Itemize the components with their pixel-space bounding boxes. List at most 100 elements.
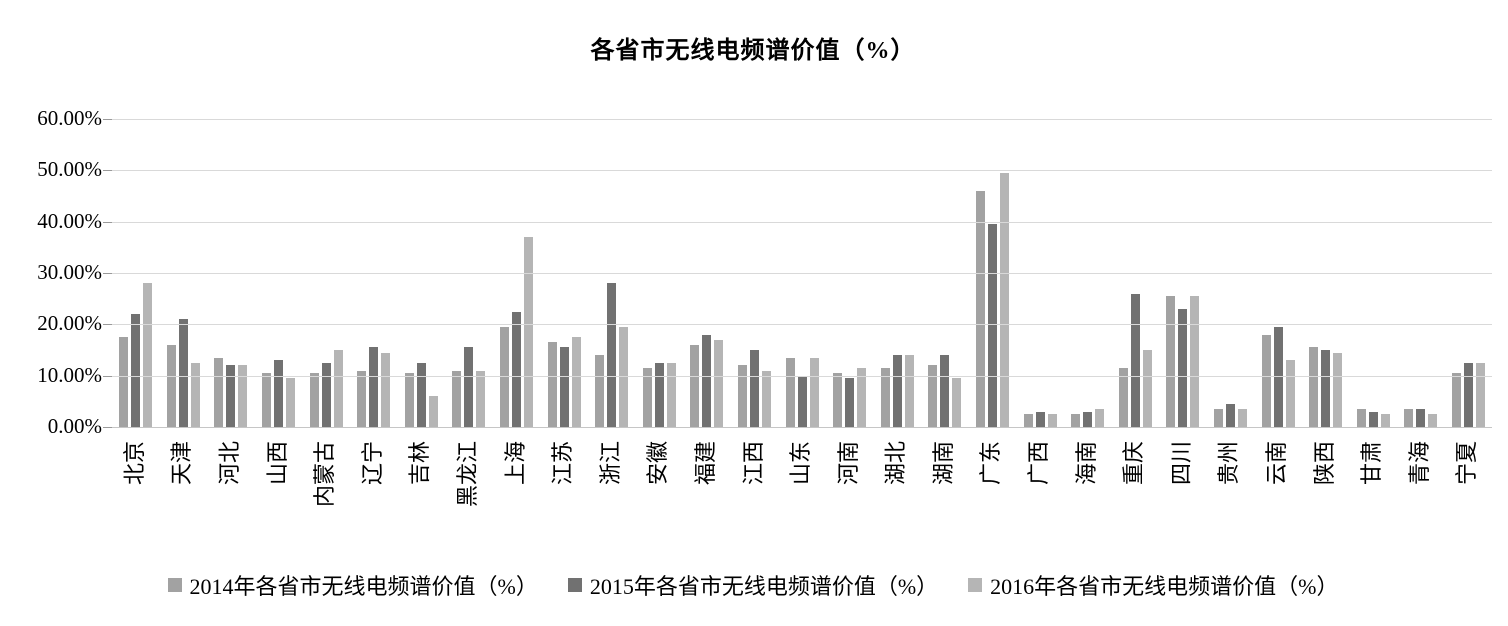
y-axis-tick-label: 10.00%: [37, 362, 102, 387]
x-axis-line: [112, 427, 1492, 428]
bar-group: [1445, 119, 1493, 427]
x-axis-category-label: 北京: [121, 441, 147, 486]
x-axis-category-label: 黑龙江: [454, 441, 480, 508]
x-axis-category-cell: 浙江: [588, 437, 636, 539]
legend-label-2016: 2016年各省市无线电频谱价值（%）: [990, 574, 1339, 599]
x-axis-category-label: 湖北: [883, 441, 909, 486]
bar: [274, 360, 284, 427]
bar: [1261, 334, 1271, 427]
bar: [1166, 296, 1176, 427]
bar-group: [207, 119, 255, 427]
gridline: [112, 170, 1492, 172]
x-axis-category-cell: 海南: [1064, 437, 1112, 539]
legend-swatch-2016: [968, 578, 983, 592]
bar: [143, 283, 153, 427]
y-axis-tick: [103, 221, 112, 223]
x-axis-category-label: 河南: [835, 441, 861, 486]
bar: [1416, 409, 1426, 427]
bar-group: [112, 119, 160, 427]
bar: [226, 365, 236, 427]
y-axis-tick-label: 30.00%: [37, 260, 102, 284]
legend-label-2015: 2015年各省市无线电频谱价值（%）: [589, 574, 939, 599]
bar: [1356, 409, 1366, 427]
bar: [654, 362, 664, 427]
x-axis-category-cell: 内蒙古: [302, 437, 350, 539]
bar-group: [302, 119, 350, 427]
bar: [381, 352, 391, 427]
bar-group: [921, 119, 969, 427]
gridline: [112, 221, 1492, 223]
x-axis-category-label: 甘肃: [1359, 441, 1385, 486]
plot-area: [103, 119, 1492, 428]
bar: [309, 373, 319, 427]
y-axis-tick-label: 0.00%: [47, 414, 102, 438]
bar-group: [826, 119, 874, 427]
x-axis-category-label: 宁夏: [1454, 441, 1480, 486]
bar-groups: [112, 119, 1492, 427]
x-axis-category-label: 河北: [216, 441, 242, 486]
bar-group: [588, 119, 636, 427]
bar-group: [1159, 119, 1207, 427]
bar-group: [1349, 119, 1397, 427]
bar: [750, 350, 760, 427]
x-axis-category-cell: 安徽: [636, 437, 684, 539]
bar: [714, 339, 724, 427]
bar: [952, 378, 962, 427]
bar: [1321, 350, 1331, 427]
bar: [476, 370, 486, 427]
bar: [1095, 409, 1105, 427]
bar: [797, 375, 807, 427]
bar: [1463, 362, 1473, 427]
legend-item-2014: 2014年各省市无线电频谱价值（%）: [167, 569, 538, 601]
x-axis-category-label: 贵州: [1216, 441, 1242, 486]
chart-body: 60.00% 50.00% 40.00% 30.00% 20.00% 10.00% 0.00…: [14, 105, 1492, 539]
bar-group: [1302, 119, 1350, 427]
x-axis-category-cell: 吉林: [398, 437, 446, 539]
y-axis-tick-label: 40.00%: [37, 208, 102, 233]
x-axis-category-cell: 云南: [1254, 437, 1302, 539]
x-axis-category-cell: 广西: [1016, 437, 1064, 539]
x-axis-category-cell: 江西: [731, 437, 779, 539]
bar: [1273, 326, 1283, 427]
bar: [595, 355, 605, 427]
x-axis-category-cell: 宁夏: [1445, 437, 1493, 539]
bar: [500, 326, 510, 427]
bar-group: [255, 119, 303, 427]
bar: [809, 357, 819, 427]
bar: [1333, 352, 1343, 427]
bar-group: [636, 119, 684, 427]
bar: [880, 367, 890, 427]
bar: [131, 314, 141, 427]
bar: [166, 344, 176, 427]
x-axis-category-label: 江苏: [550, 441, 576, 486]
bar: [975, 190, 985, 427]
y-axis-tick-label: 50.00%: [37, 157, 102, 182]
chart-legend: 2014年各省市无线电频谱价值（%） 2015年各省市无线电频谱价值（%） 20…: [14, 569, 1492, 601]
bar: [464, 347, 474, 427]
legend-swatch-2015: [567, 578, 582, 592]
bar: [1285, 360, 1295, 427]
x-axis-category-label: 山东: [788, 441, 814, 486]
x-axis-category-cell: 天津: [160, 437, 208, 539]
x-axis-category-cell: 山西: [255, 437, 303, 539]
bar-group: [1064, 119, 1112, 427]
bar: [369, 347, 379, 427]
bar: [416, 362, 426, 427]
bar: [666, 362, 676, 427]
bar: [1071, 414, 1081, 427]
bar: [785, 357, 795, 427]
bar: [1213, 409, 1223, 427]
y-axis-tick-label: 20.00%: [37, 311, 102, 336]
x-axis-category-label: 青海: [1406, 441, 1432, 486]
bar: [1428, 414, 1438, 427]
bar-group: [493, 119, 541, 427]
x-axis-category-cell: 四川: [1159, 437, 1207, 539]
bar: [286, 378, 296, 427]
bar: [928, 365, 938, 427]
x-axis-category-cell: 广东: [969, 437, 1017, 539]
y-axis: 60.00% 50.00% 40.00% 30.00% 20.00% 10.00% 0.00…: [14, 106, 112, 438]
bar-group: [1207, 119, 1255, 427]
x-axis-category-label: 广东: [978, 441, 1004, 486]
bar-group: [398, 119, 446, 427]
bar: [452, 370, 462, 427]
